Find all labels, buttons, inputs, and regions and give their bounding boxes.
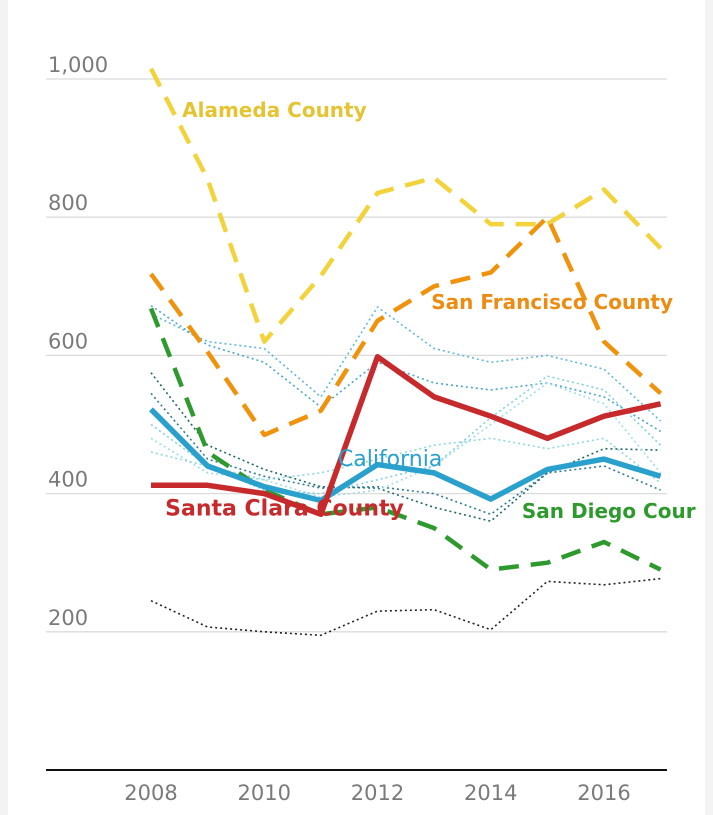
y-tick-label: 200	[48, 606, 88, 630]
line-chart: 200 400 600 800 1,000 Alameda County San Fran…	[46, 53, 696, 805]
chart-frame: 200 400 600 800 1,000 Alameda County San Fran…	[8, 0, 705, 815]
series-line-santa-clara-county	[151, 354, 662, 518]
series-line-other-county	[150, 437, 662, 484]
series-line-other-county	[150, 392, 661, 516]
y-tick-label: 800	[48, 191, 88, 215]
x-axis-tick-labels: 2008 2010 2012 2014 2016	[124, 781, 630, 805]
x-tick-label: 2010	[238, 781, 291, 805]
y-tick-label: 1,000	[48, 53, 108, 77]
y-tick-label: 400	[48, 468, 88, 492]
series-line-other-county	[150, 382, 662, 498]
annotation-alameda-county: Alameda County	[182, 98, 367, 122]
x-tick-label: 2008	[124, 781, 177, 805]
x-tick-label: 2012	[351, 781, 404, 805]
series-line-san-francisco-county	[149, 214, 663, 438]
annotation-san-francisco-county: San Francisco County	[431, 290, 673, 314]
series-line-other-county	[150, 577, 661, 637]
series-lines	[148, 67, 663, 637]
annotation-california: California	[338, 447, 442, 472]
series-line-other-county	[150, 304, 662, 433]
y-axis-tick-labels: 200 400 600 800 1,000	[48, 53, 108, 630]
series-line-other-county	[150, 306, 662, 422]
series-line-california	[149, 407, 662, 504]
annotation-santa-clara-county: Santa Clara County	[165, 497, 404, 522]
annotation-san-diego-county: San Diego Cour	[522, 499, 696, 523]
y-tick-label: 600	[48, 329, 88, 353]
series-annotations: Alameda County San Francisco County Califo…	[165, 98, 696, 523]
series-line-alameda-county	[148, 67, 663, 344]
x-tick-label: 2016	[577, 781, 630, 805]
x-tick-label: 2014	[464, 781, 517, 805]
series-line-san-diego-county	[148, 307, 662, 572]
